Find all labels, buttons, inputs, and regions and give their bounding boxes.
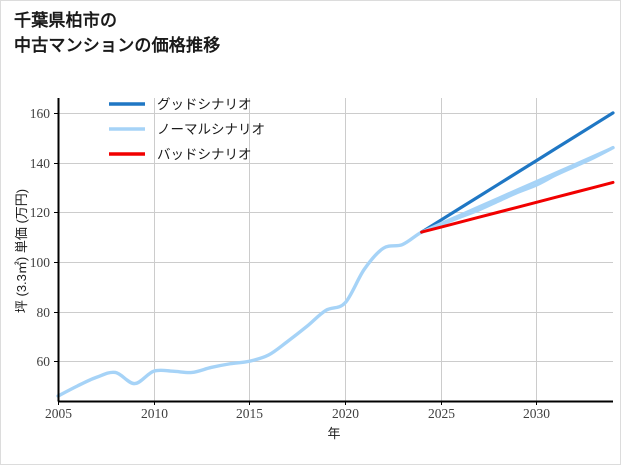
y-tick-label: 120	[30, 205, 51, 220]
tick-labels-group: 60 80 100 120 140 160 2005 2010 2015 2020 2025 2030	[30, 106, 551, 421]
series-line	[420, 146, 615, 234]
series-line	[56, 145, 615, 398]
legend-label: グッドシナリオ	[157, 97, 252, 112]
x-tick-label: 2005	[45, 406, 72, 421]
x-tick-label: 2020	[332, 406, 359, 421]
series-group	[56, 111, 615, 398]
x-tick-label: 2025	[428, 406, 455, 421]
x-tick-label: 2010	[141, 406, 168, 421]
chart-title: 千葉県柏市の 中古マンションの価格推移	[14, 11, 221, 55]
x-axis-title: 年	[327, 426, 340, 441]
gridlines-group	[58, 98, 613, 401]
series-line	[420, 180, 615, 234]
x-tick-label: 2030	[523, 406, 550, 421]
y-axis-title: 坪 (3.3㎡) 単価 (万円)	[14, 189, 29, 313]
x-tick-label: 2015	[236, 406, 263, 421]
axes-group	[54, 98, 613, 405]
y-tick-label: 160	[30, 106, 51, 121]
y-tick-label: 60	[37, 354, 51, 369]
y-tick-label: 140	[30, 156, 51, 171]
y-tick-label: 100	[30, 255, 51, 270]
legend-label: ノーマルシナリオ	[157, 122, 265, 137]
series-line	[420, 111, 615, 234]
y-tick-label: 80	[37, 305, 51, 320]
legend-label: バッドシナリオ	[157, 147, 252, 162]
